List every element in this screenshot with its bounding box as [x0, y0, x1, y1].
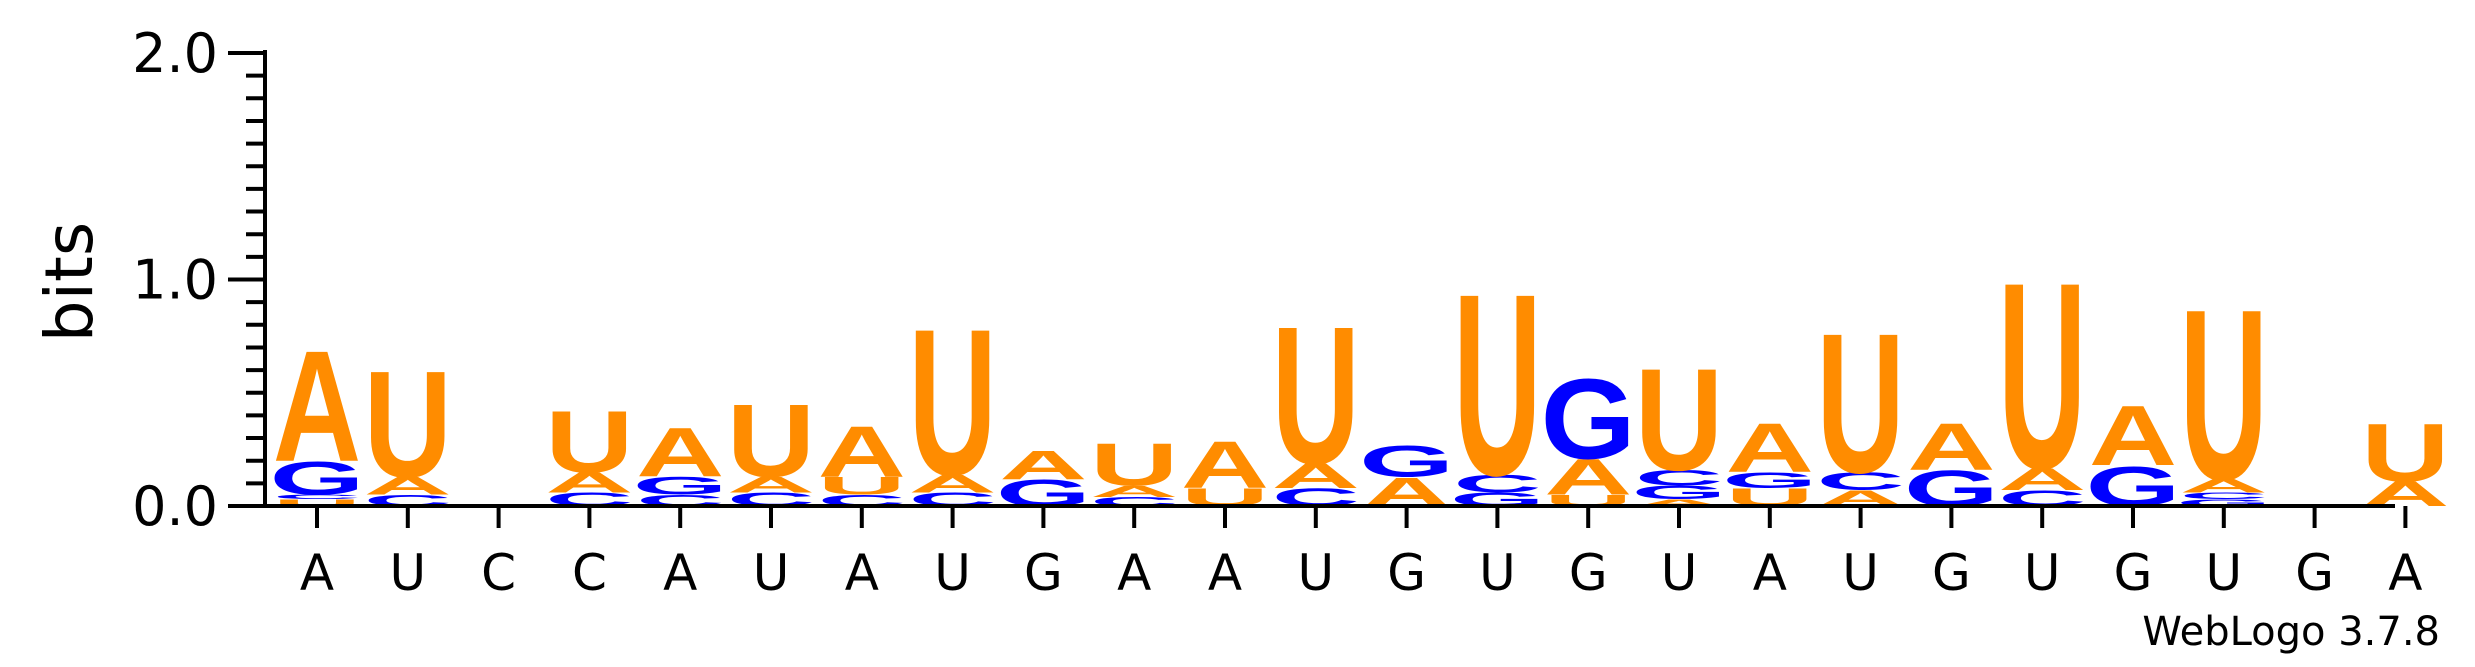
position-label: G: [1024, 544, 1063, 602]
logo-letter-g: G: [1722, 468, 1817, 493]
logo-letter-a: A: [1998, 461, 2086, 496]
logo-letter-g: G: [1631, 482, 1726, 503]
position-label: G: [2295, 544, 2334, 602]
logo-letter-a: A: [2089, 389, 2177, 484]
y-tick-label: 2.0: [132, 22, 218, 85]
logo-letter-u: U: [1453, 239, 1541, 529]
logo-letter-c: C: [1453, 469, 1541, 497]
position-label: U: [1479, 544, 1516, 602]
position-label: U: [2024, 544, 2061, 602]
position-label: U: [934, 544, 971, 602]
logo-letter-g: G: [269, 452, 364, 505]
logo-letter-a: A: [545, 467, 633, 499]
position-label: U: [1842, 544, 1879, 602]
position-label: U: [753, 544, 790, 602]
y-ticks: 0.0 1.0 2.0: [132, 22, 265, 538]
y-tick-label: 1.0: [132, 249, 218, 312]
position-label: A: [1753, 544, 1787, 602]
logo-letter-u: U: [364, 340, 452, 510]
logo-letter-u: U: [908, 286, 996, 519]
logo-letter-a: A: [364, 472, 452, 500]
logo-letter-u: U: [1998, 227, 2086, 524]
position-label: U: [2205, 544, 2242, 602]
position-label: U: [1297, 544, 1334, 602]
logo-letter-g: G: [1541, 356, 1636, 483]
logo-letter-a: A: [636, 414, 724, 492]
logo-letter-a: A: [2180, 475, 2268, 496]
logo-letter-g: G: [2176, 498, 2271, 509]
logo-letter-a: A: [1635, 498, 1723, 509]
position-label: A: [300, 544, 334, 602]
logo-letter-a: A: [1181, 428, 1269, 502]
position-label: G: [1387, 544, 1426, 602]
logo-letter-a: A: [1907, 410, 1995, 484]
logo-letter-g: G: [1359, 437, 1454, 486]
logo-letter-u: U: [1635, 339, 1723, 501]
position-label: A: [1208, 544, 1242, 602]
logo-letter-a: A: [908, 469, 996, 497]
logo-letter-u: U: [1272, 285, 1360, 505]
logo-letter-u: U: [1816, 292, 1904, 515]
logo-letter-u: U: [2180, 259, 2268, 531]
logo-letter-u: U: [2361, 408, 2449, 500]
position-label: U: [389, 544, 426, 602]
logo-letter-u: U: [545, 392, 633, 492]
logo-letter-a: A: [999, 442, 1087, 488]
weblogo-credit: WebLogo 3.7.8: [2142, 609, 2440, 655]
position-label: C: [572, 544, 607, 602]
logo-letter-a: A: [818, 411, 906, 492]
position-label: A: [2388, 544, 2422, 602]
y-axis-title: bits: [31, 222, 108, 343]
logo-letter-u: U: [818, 472, 906, 500]
logo-letter-u: U: [273, 498, 361, 509]
logo-letter-a: A: [1272, 457, 1360, 496]
logo-letter-c: C: [1816, 467, 1904, 495]
logo-letter-u: U: [727, 383, 815, 500]
position-label: A: [663, 544, 697, 602]
y-tick-label: 0.0: [132, 475, 218, 538]
logo-letter-u: U: [1090, 432, 1178, 499]
logo-letter-a: A: [727, 472, 815, 497]
logo-letter-c: C: [273, 494, 361, 501]
position-label: U: [1661, 544, 1698, 602]
position-label: C: [481, 544, 516, 602]
logo-letter-c: C: [2180, 491, 2268, 502]
position-label: G: [2114, 544, 2153, 602]
position-label: G: [1569, 544, 1608, 602]
logo-letter-c: C: [1635, 465, 1723, 490]
position-label: A: [845, 544, 879, 602]
logo-letter-a: A: [1726, 410, 1814, 488]
position-label: G: [1932, 544, 1971, 602]
logo-letter-a: A: [1090, 483, 1178, 501]
logo-letter-a: A: [273, 317, 361, 494]
position-label: A: [1117, 544, 1151, 602]
logo-letter-g: G: [633, 472, 728, 500]
logo-letter-a: A: [1544, 449, 1632, 506]
x-axis: [265, 504, 2408, 528]
